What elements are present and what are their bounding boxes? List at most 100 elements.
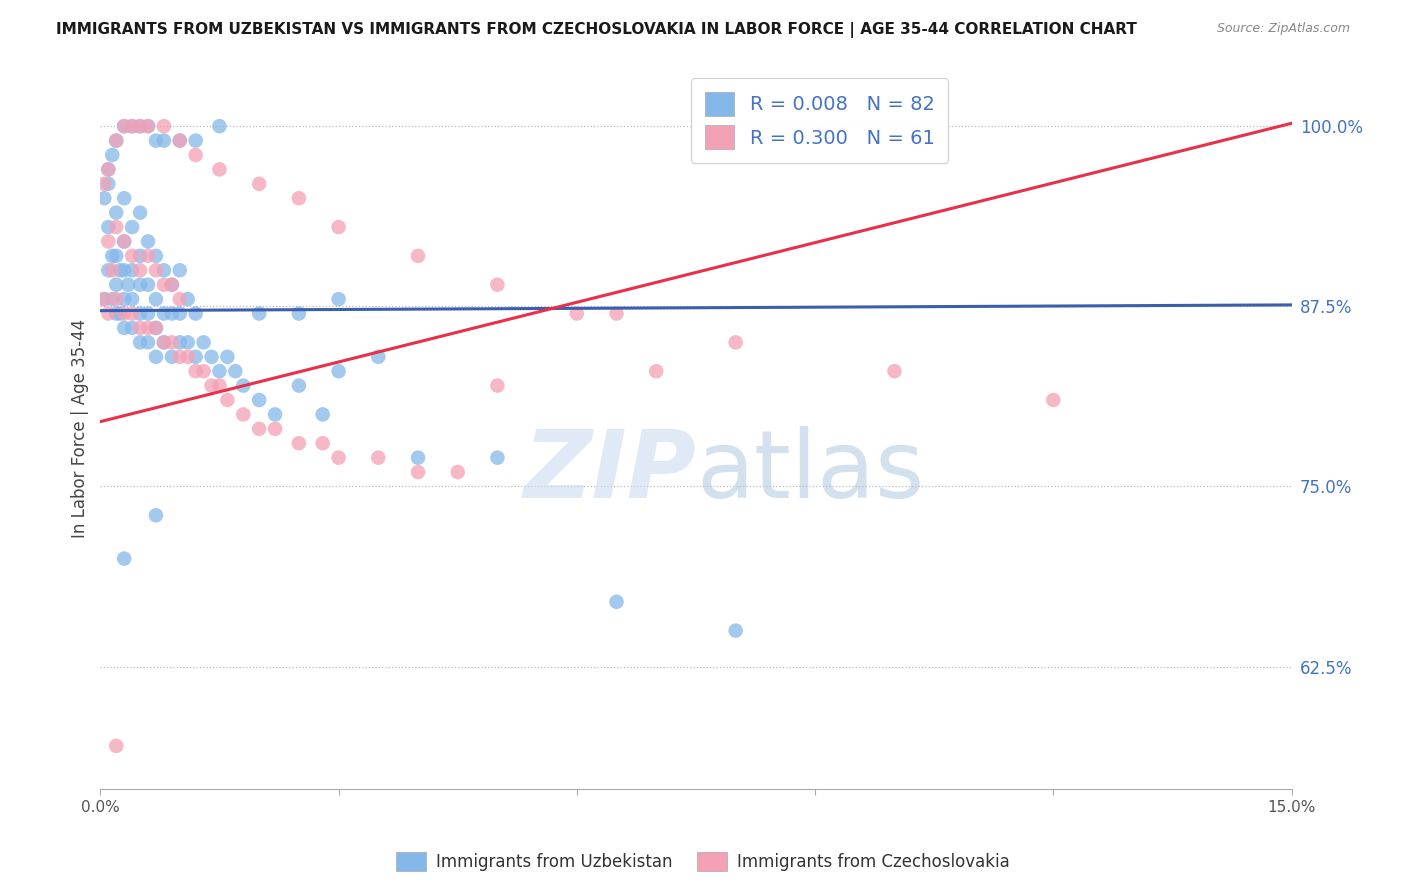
Point <box>232 378 254 392</box>
Point <box>129 119 152 133</box>
Point <box>105 739 128 753</box>
Point <box>153 134 176 148</box>
Point <box>169 335 191 350</box>
Point <box>112 191 135 205</box>
Point <box>247 306 270 320</box>
Point <box>105 277 128 292</box>
Point <box>145 263 167 277</box>
Point <box>121 263 143 277</box>
Point <box>136 277 159 292</box>
Point <box>169 306 191 320</box>
Point <box>193 335 215 350</box>
Point <box>101 263 124 277</box>
Point <box>208 378 231 392</box>
Point <box>105 205 128 219</box>
Point <box>93 191 115 205</box>
Point <box>129 249 152 263</box>
Point <box>606 595 628 609</box>
Point <box>93 177 115 191</box>
Point <box>97 220 120 235</box>
Point <box>97 177 120 191</box>
Point <box>153 263 176 277</box>
Text: IMMIGRANTS FROM UZBEKISTAN VS IMMIGRANTS FROM CZECHOSLOVAKIA IN LABOR FORCE | AG: IMMIGRANTS FROM UZBEKISTAN VS IMMIGRANTS… <box>56 22 1137 38</box>
Text: Source: ZipAtlas.com: Source: ZipAtlas.com <box>1216 22 1350 36</box>
Point <box>121 306 143 320</box>
Point <box>129 335 152 350</box>
Point <box>200 378 222 392</box>
Point <box>224 364 246 378</box>
Point <box>724 624 747 638</box>
Text: atlas: atlas <box>696 426 924 518</box>
Point <box>145 350 167 364</box>
Point <box>328 292 350 306</box>
Point <box>232 408 254 422</box>
Point <box>136 249 159 263</box>
Point <box>208 364 231 378</box>
Point <box>565 306 588 320</box>
Point <box>160 335 183 350</box>
Point <box>217 350 239 364</box>
Y-axis label: In Labor Force | Age 35-44: In Labor Force | Age 35-44 <box>72 319 89 539</box>
Point <box>288 436 311 450</box>
Point <box>160 277 183 292</box>
Point <box>136 321 159 335</box>
Point <box>486 450 509 465</box>
Point <box>328 450 350 465</box>
Point <box>247 392 270 407</box>
Point <box>724 335 747 350</box>
Point <box>112 235 135 249</box>
Point <box>97 263 120 277</box>
Point <box>208 162 231 177</box>
Point <box>136 119 159 133</box>
Point <box>645 364 668 378</box>
Point <box>145 134 167 148</box>
Point <box>367 450 389 465</box>
Point <box>288 306 311 320</box>
Point <box>136 235 159 249</box>
Point <box>112 263 135 277</box>
Point <box>105 306 128 320</box>
Text: ZIP: ZIP <box>523 426 696 518</box>
Point <box>112 292 135 306</box>
Point <box>606 306 628 320</box>
Point <box>184 148 207 162</box>
Point <box>136 335 159 350</box>
Point <box>101 249 124 263</box>
Point <box>169 350 191 364</box>
Point <box>136 306 159 320</box>
Point <box>153 277 176 292</box>
Point <box>1042 392 1064 407</box>
Point <box>169 263 191 277</box>
Point <box>108 306 131 320</box>
Point <box>97 162 120 177</box>
Point <box>217 392 239 407</box>
Point <box>177 335 200 350</box>
Point <box>153 119 176 133</box>
Point <box>160 350 183 364</box>
Point <box>177 350 200 364</box>
Point <box>153 335 176 350</box>
Point <box>97 306 120 320</box>
Point <box>136 119 159 133</box>
Point <box>160 306 183 320</box>
Point <box>328 220 350 235</box>
Point <box>447 465 470 479</box>
Point <box>97 162 120 177</box>
Point <box>145 321 167 335</box>
Point <box>264 422 287 436</box>
Point <box>153 306 176 320</box>
Point <box>288 378 311 392</box>
Point <box>105 134 128 148</box>
Point <box>184 306 207 320</box>
Point <box>105 292 128 306</box>
Point <box>121 119 143 133</box>
Point <box>129 263 152 277</box>
Point <box>200 350 222 364</box>
Point <box>117 277 139 292</box>
Point <box>105 134 128 148</box>
Point <box>486 378 509 392</box>
Point <box>406 249 429 263</box>
Point <box>247 177 270 191</box>
Point <box>145 508 167 523</box>
Point <box>208 119 231 133</box>
